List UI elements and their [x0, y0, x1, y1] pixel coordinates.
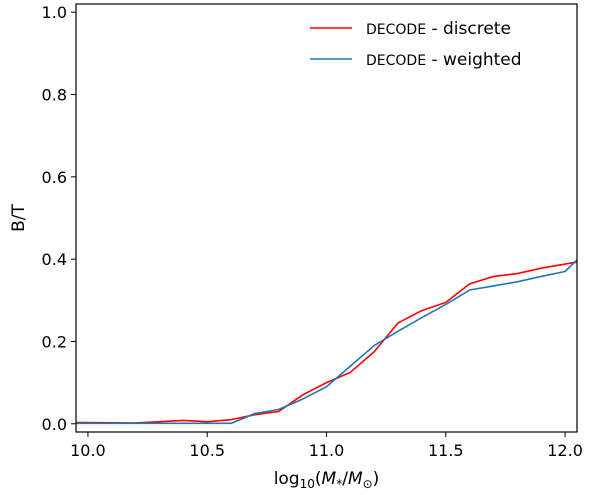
- x-tick-label: 11.0: [309, 441, 345, 460]
- x-label-sub-star: *: [336, 477, 342, 491]
- series-line-discrete: [76, 261, 578, 424]
- x-label-m2: M: [348, 469, 363, 489]
- x-tick-label: 11.5: [428, 441, 464, 460]
- legend-suffix-weighted: - weighted: [426, 50, 522, 70]
- series-line-weighted: [76, 259, 578, 425]
- x-label-sub-sun: ⊙: [363, 477, 373, 491]
- legend-label-weighted: DECODE - weighted: [366, 50, 522, 70]
- x-axis: 10.0 10.5 11.0 11.5 12.0: [70, 432, 583, 460]
- y-tick-label: 0.0: [42, 415, 67, 434]
- x-tick-label: 10.0: [70, 441, 106, 460]
- y-axis-label: B/T: [9, 204, 29, 232]
- x-tick-label: 10.5: [189, 441, 225, 460]
- legend-suffix-discrete: - discrete: [426, 19, 511, 39]
- series-layer: [76, 259, 578, 425]
- x-label-slash: /: [342, 469, 348, 489]
- y-tick-label: 0.2: [42, 332, 67, 351]
- x-label-log: log: [274, 469, 300, 489]
- x-label-sub-10: 10: [300, 477, 315, 491]
- legend-code-weighted: DECODE: [366, 53, 426, 69]
- x-label-m1: M: [322, 469, 337, 489]
- legend-label-discrete: DECODE - discrete: [366, 19, 511, 39]
- y-tick-label: 0.4: [42, 250, 67, 269]
- x-axis-label: log10(M*/M⊙): [274, 469, 380, 491]
- y-axis: 0.0 0.2 0.4 0.6 0.8 1.0: [42, 3, 76, 434]
- y-tick-label: 1.0: [42, 3, 67, 22]
- legend-code-discrete: DECODE: [366, 22, 426, 38]
- x-tick-label: 12.0: [547, 441, 583, 460]
- y-tick-label: 0.8: [42, 86, 67, 105]
- legend: DECODE - discrete DECODE - weighted: [310, 19, 522, 70]
- x-label-close: ): [373, 469, 380, 489]
- y-tick-label: 0.6: [42, 168, 67, 187]
- x-label-open: (: [315, 469, 322, 489]
